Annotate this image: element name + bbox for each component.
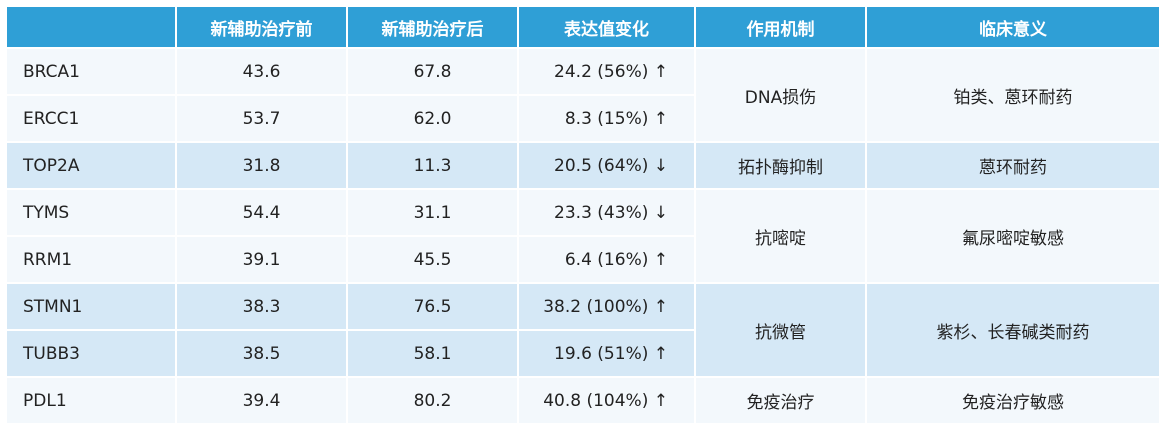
header-gene bbox=[7, 7, 175, 47]
value-after: 67.8 bbox=[348, 49, 517, 94]
value-after: 58.1 bbox=[348, 331, 517, 376]
header-mechanism: 作用机制 bbox=[696, 7, 865, 47]
value-change: 40.8 (104%) ↑ bbox=[519, 378, 694, 423]
gene-name: RRM1 bbox=[7, 237, 175, 282]
table-row: TUBB3 38.5 58.1 19.6 (51%) ↑ bbox=[7, 331, 1159, 376]
value-after: 45.5 bbox=[348, 237, 517, 282]
value-after: 11.3 bbox=[348, 143, 517, 188]
table-row: BRCA1 43.6 67.8 24.2 (56%) ↑ DNA损伤 铂类、蒽环… bbox=[7, 49, 1159, 141]
value-change: 24.2 (56%) ↑ bbox=[519, 49, 694, 94]
mechanism-cell: 抗微管 bbox=[696, 284, 865, 376]
header-after-treatment: 新辅助治疗后 bbox=[348, 7, 517, 47]
value-change: 23.3 (43%) ↓ bbox=[519, 190, 694, 235]
mechanism-cell: 免疫治疗 bbox=[696, 378, 865, 423]
value-after: 62.0 bbox=[348, 96, 517, 141]
gene-name: TYMS bbox=[7, 190, 175, 235]
significance-cell: 紫杉、长春碱类耐药 bbox=[867, 284, 1159, 376]
header-clinical-significance: 临床意义 bbox=[867, 7, 1159, 47]
gene-name: TOP2A bbox=[7, 143, 175, 188]
value-before: 43.6 bbox=[177, 49, 346, 94]
gene-expression-table: 新辅助治疗前 新辅助治疗后 表达值变化 作用机制 临床意义 BRCA1 43.6… bbox=[5, 5, 1161, 425]
header-expression-change: 表达值变化 bbox=[519, 7, 694, 47]
value-change: 20.5 (64%) ↓ bbox=[519, 143, 694, 188]
mechanism-cell: 拓扑酶抑制 bbox=[696, 143, 865, 188]
gene-name: PDL1 bbox=[7, 378, 175, 423]
gene-name: BRCA1 bbox=[7, 49, 175, 94]
value-before: 31.8 bbox=[177, 143, 346, 188]
header-before-treatment: 新辅助治疗前 bbox=[177, 7, 346, 47]
value-change: 6.4 (16%) ↑ bbox=[519, 237, 694, 282]
value-change: 19.6 (51%) ↑ bbox=[519, 331, 694, 376]
significance-cell: 蒽环耐药 bbox=[867, 143, 1159, 188]
significance-cell: 氟尿嘧啶敏感 bbox=[867, 190, 1159, 282]
table-row: STMN1 38.3 76.5 38.2 (100%) ↑ 抗微管 紫杉、长春碱… bbox=[7, 284, 1159, 376]
value-before: 39.4 bbox=[177, 378, 346, 423]
mechanism-cell: 抗嘧啶 bbox=[696, 190, 865, 282]
table-row: TOP2A 31.8 11.3 20.5 (64%) ↓ 拓扑酶抑制 蒽环耐药 bbox=[7, 143, 1159, 188]
table-row: ERCC1 53.7 62.0 8.3 (15%) ↑ bbox=[7, 96, 1159, 141]
table-row: TYMS 54.4 31.1 23.3 (43%) ↓ 抗嘧啶 氟尿嘧啶敏感 bbox=[7, 190, 1159, 282]
value-before: 39.1 bbox=[177, 237, 346, 282]
value-change: 38.2 (100%) ↑ bbox=[519, 284, 694, 329]
gene-name: ERCC1 bbox=[7, 96, 175, 141]
table-row: RRM1 39.1 45.5 6.4 (16%) ↑ bbox=[7, 237, 1159, 282]
value-before: 53.7 bbox=[177, 96, 346, 141]
gene-name: TUBB3 bbox=[7, 331, 175, 376]
value-before: 54.4 bbox=[177, 190, 346, 235]
value-before: 38.5 bbox=[177, 331, 346, 376]
value-before: 38.3 bbox=[177, 284, 346, 329]
value-after: 80.2 bbox=[348, 378, 517, 423]
value-after: 31.1 bbox=[348, 190, 517, 235]
value-change: 8.3 (15%) ↑ bbox=[519, 96, 694, 141]
gene-name: STMN1 bbox=[7, 284, 175, 329]
value-after: 76.5 bbox=[348, 284, 517, 329]
significance-cell: 免疫治疗敏感 bbox=[867, 378, 1159, 423]
header-row: 新辅助治疗前 新辅助治疗后 表达值变化 作用机制 临床意义 bbox=[7, 7, 1159, 47]
table-row: PDL1 39.4 80.2 40.8 (104%) ↑ 免疫治疗 免疫治疗敏感 bbox=[7, 378, 1159, 423]
significance-cell: 铂类、蒽环耐药 bbox=[867, 49, 1159, 141]
mechanism-cell: DNA损伤 bbox=[696, 49, 865, 141]
